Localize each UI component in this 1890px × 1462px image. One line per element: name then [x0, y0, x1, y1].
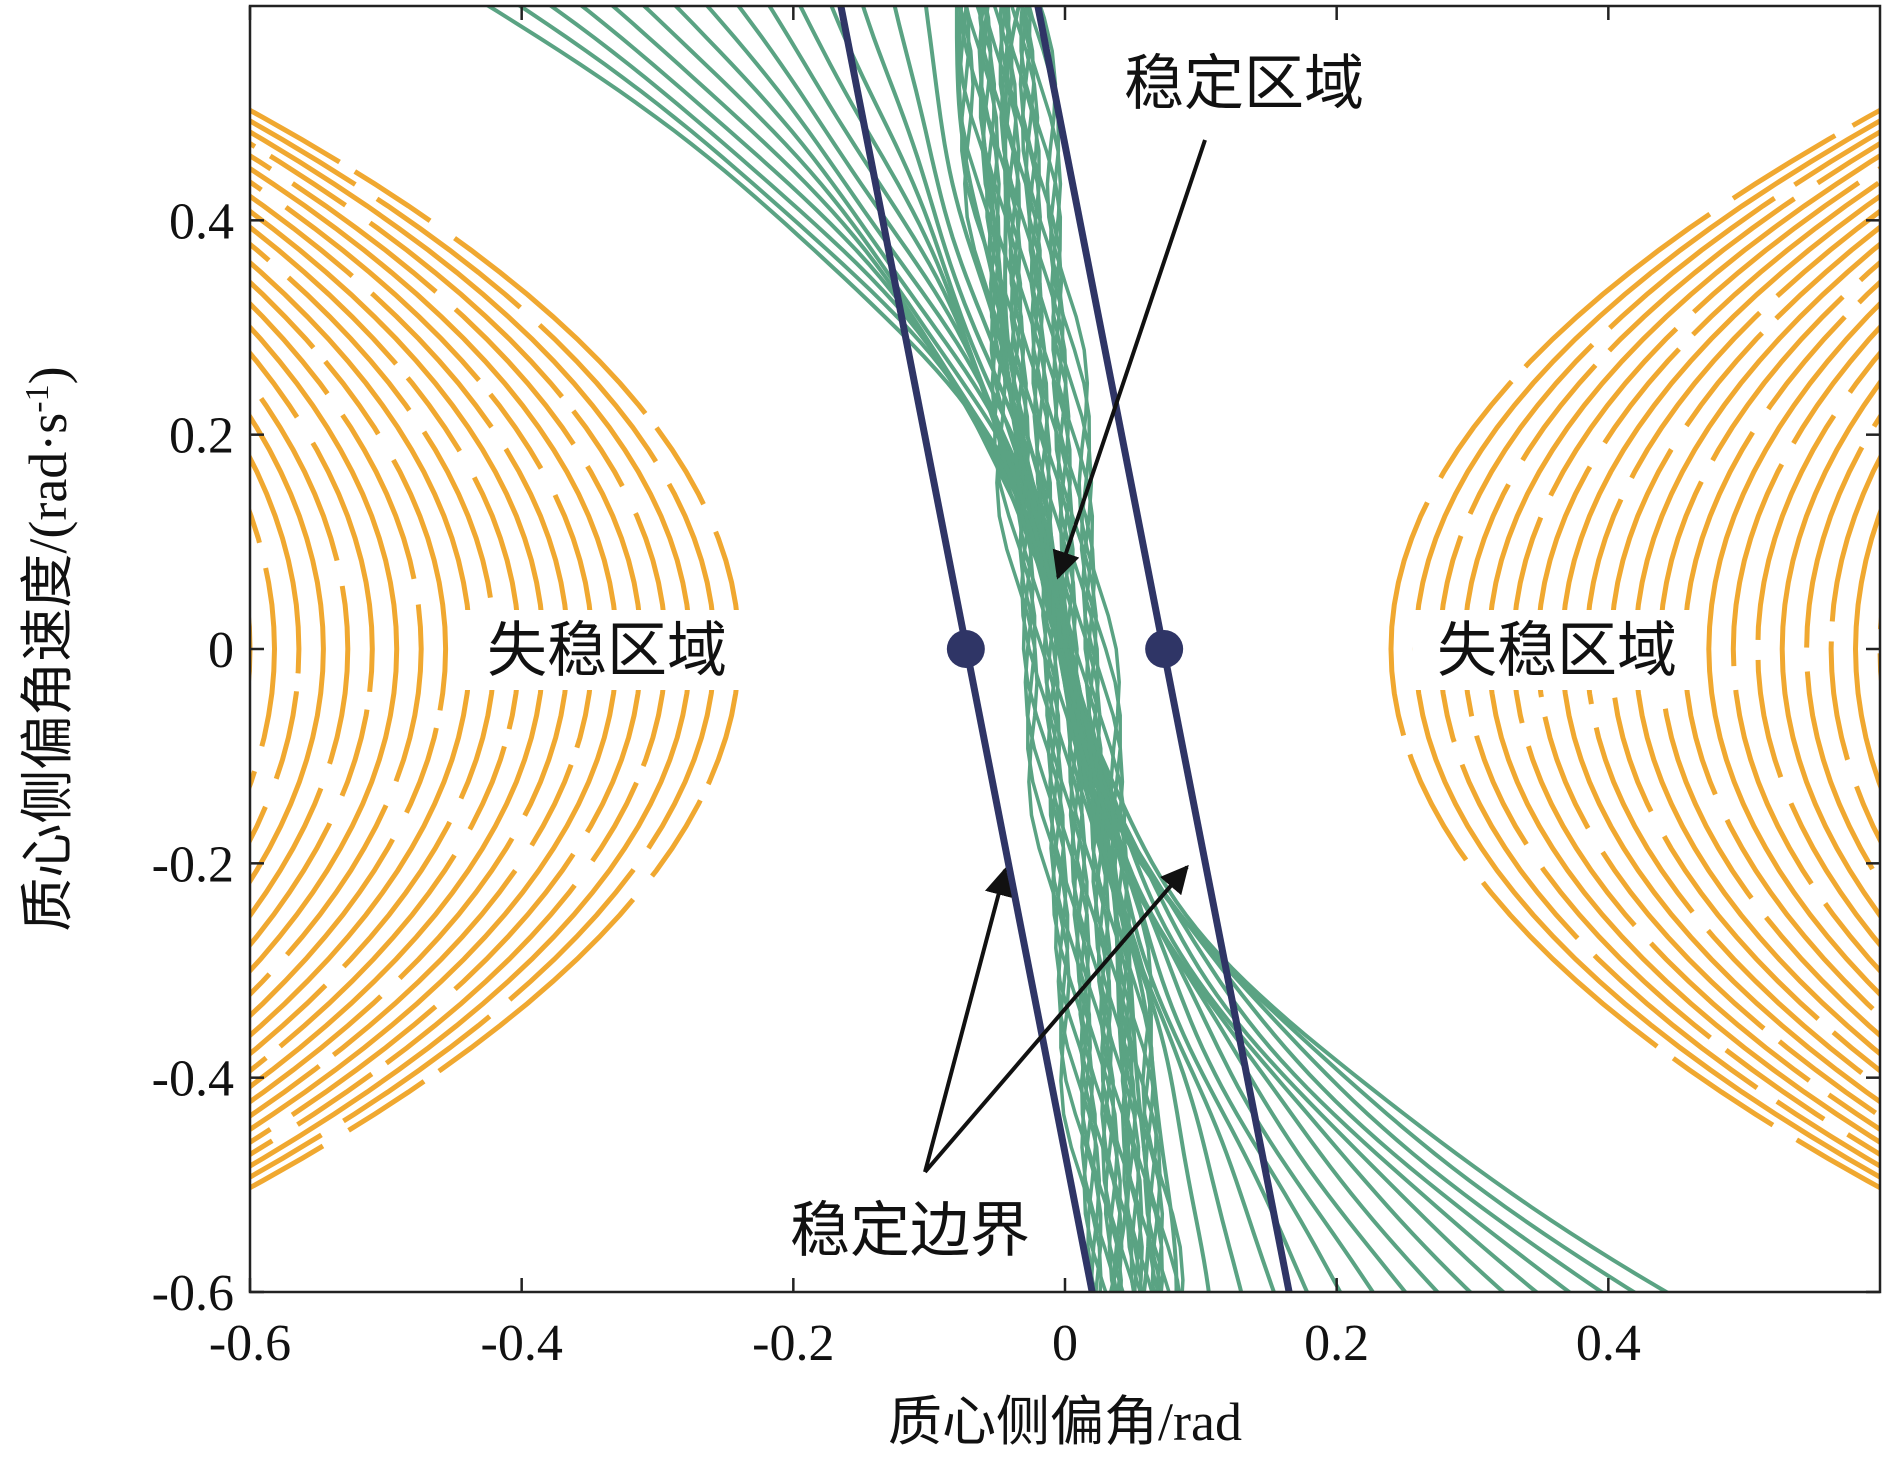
- stable-trajectory: [484, 6, 1064, 650]
- stable-trajectory: [1020, 6, 1171, 1292]
- arrow-boundary-right: [923, 864, 1189, 1174]
- equilibrium-point: [1145, 630, 1184, 668]
- unstable-trajectory: [250, 323, 400, 975]
- unstable-trajectory: [250, 152, 644, 1146]
- y-tick-label: -0.4: [152, 1051, 234, 1108]
- stable-trajectory: [978, 6, 1122, 1292]
- equilibrium-points: [946, 630, 1184, 668]
- stable-trajectory: [1069, 648, 1606, 1292]
- unstable-trajectory: [250, 279, 449, 1019]
- region-labels: 稳定区域 失稳区域 失稳区域 稳定边界: [463, 42, 1701, 1268]
- label-unstable-region-right: 失稳区域: [1437, 618, 1677, 684]
- equilibrium-point: [946, 630, 985, 668]
- unstable-trajectory: [250, 300, 424, 998]
- unstable-trajectory: [1877, 605, 1880, 693]
- x-tick-label: 0.4: [1576, 1315, 1641, 1372]
- y-axis-label-sup: -1: [19, 384, 56, 412]
- x-tick-label: 0: [1052, 1315, 1078, 1372]
- x-tick-label: -0.6: [209, 1315, 291, 1372]
- arrow-boundary-left: [923, 867, 1013, 1173]
- y-tick-label: 0.4: [169, 193, 234, 250]
- y-tick-label: -0.6: [152, 1265, 234, 1322]
- unstable-trajectory: [250, 412, 326, 886]
- label-unstable-region-left: 失稳区域: [487, 618, 727, 684]
- unstable-trajectory: [1852, 506, 1880, 792]
- arrow-stable-region: [1052, 139, 1207, 580]
- stable-trajectory: [1027, 6, 1181, 1292]
- stable-trajectory: [999, 6, 1144, 1292]
- unstable-trajectory: [1779, 378, 1880, 920]
- unstable-trajectory: [250, 452, 302, 846]
- stable-trajectory: [958, 6, 1108, 1292]
- stable-trajectory: [975, 6, 1123, 1292]
- unstable-trajectory: [1730, 323, 1880, 975]
- y-tick-label: 0: [208, 622, 234, 679]
- x-tick-label: 0.2: [1304, 1315, 1369, 1372]
- y-axis-label-main: 质心侧偏角速度/(rad·s: [18, 413, 78, 932]
- y-tick-label: 0.2: [169, 408, 234, 465]
- stable-trajectory: [980, 6, 1124, 1292]
- stable-trajectory: [982, 6, 1137, 1292]
- stable-trajectory: [1038, 6, 1185, 1292]
- label-stability-boundary: 稳定边界: [790, 1198, 1030, 1264]
- y-axis-label-close: ): [18, 366, 78, 384]
- x-tick-label: -0.2: [752, 1315, 834, 1372]
- unstable-trajectory: [1388, 107, 1880, 1191]
- stable-trajectory: [1020, 6, 1165, 1292]
- stable-trajectory: [960, 6, 1103, 1292]
- y-tick-label: -0.2: [152, 836, 234, 893]
- annotation-arrows: [923, 139, 1207, 1174]
- y-axis-label: 质心侧偏角速度/(rad·s-1): [18, 366, 78, 931]
- x-axis-label: 质心侧偏角/rad: [888, 1392, 1242, 1452]
- unstable-trajectory: [1828, 452, 1880, 846]
- unstable-trajectory: [250, 378, 351, 920]
- unstable-trajectory: [250, 349, 375, 949]
- unstable-trajectory: [1706, 300, 1880, 998]
- stable-trajectory: [1020, 6, 1165, 1292]
- unstable-trajectory: [250, 506, 278, 792]
- x-tick-label: -0.4: [481, 1315, 563, 1372]
- label-stable-region: 稳定区域: [1124, 51, 1364, 117]
- axis-ticks: -0.6 -0.4 -0.2 0 0.2 0.4 -0.6 -0.4 -0.2 0 0.2 0.4: [152, 6, 1880, 1372]
- stable-trajectories: [484, 6, 1671, 1292]
